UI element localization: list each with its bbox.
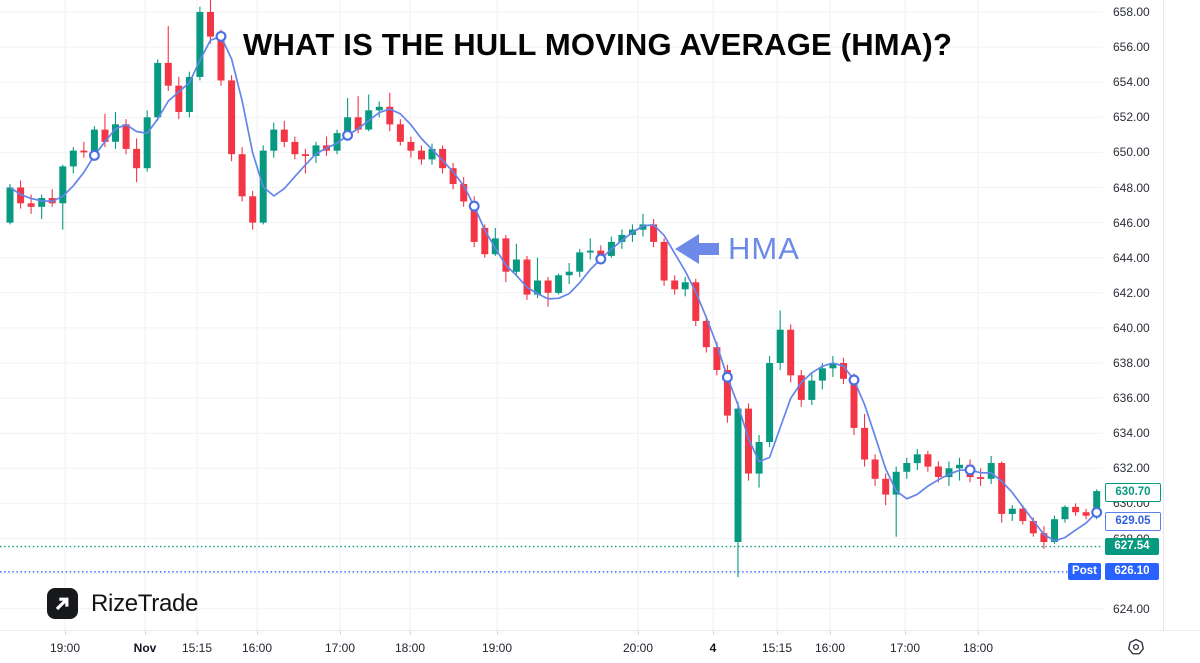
price-tick-label: 624.00 [1113,601,1150,616]
time-label: 18:00 [394,641,426,655]
left-arrow-icon [675,234,719,264]
price-label-627.54: 627.54 [1105,538,1159,556]
time-tick [978,631,979,635]
post-market-badge: Post [1068,563,1101,581]
price-label-629.05: 629.05 [1105,511,1161,531]
page-title: WHAT IS THE HULL MOVING AVERAGE (HMA)? [243,27,953,62]
time-tick [497,631,498,635]
price-tick-label: 636.00 [1113,391,1150,406]
time-label: 17:00 [889,641,921,655]
price-tick-label: 646.00 [1113,215,1150,230]
price-axis[interactable]: 658.00 656.00 654.00 652.00 650.00 648.00 646.… [1068,0,1200,630]
time-tick [410,631,411,635]
time-tick [777,631,778,635]
time-tick [638,631,639,635]
price-tick-label: 644.00 [1113,250,1150,265]
time-axis[interactable]: 19:00 Nov 15:15 16:00 17:00 18:00 19:00 20:00 4 1… [0,630,1200,663]
price-tick-label: 642.00 [1113,285,1150,300]
price-label-630.70: 630.70 [1105,482,1161,502]
time-label: Nov [133,641,157,655]
time-label: 16:00 [814,641,846,655]
hma-annotation-label: HMA [728,231,800,266]
brand-name: RizeTrade [91,589,199,617]
time-label: 15:15 [181,641,213,655]
time-label: 19:00 [49,641,81,655]
time-label: 15:15 [761,641,793,655]
price-tick-label: 658.00 [1113,5,1150,19]
time-label: 16:00 [241,641,273,655]
time-tick [65,631,66,635]
price-tick-label: 634.00 [1113,426,1150,441]
timezone-settings-icon[interactable] [1127,638,1145,661]
price-tick-label: 648.00 [1113,180,1150,195]
price-tick-label: 638.00 [1113,356,1150,370]
time-tick [340,631,341,635]
time-tick [713,631,714,635]
time-tick [830,631,831,635]
price-tick-label: 650.00 [1113,145,1150,160]
price-tick-label: 652.00 [1113,110,1150,125]
price-tick-label: 656.00 [1113,40,1150,55]
time-label: 19:00 [481,641,513,655]
time-tick [905,631,906,635]
price-axis-border [1163,0,1164,630]
time-tick [197,631,198,635]
price-tick-label: 632.00 [1113,461,1150,476]
time-tick [257,631,258,635]
brand-arrow-icon [47,588,78,619]
price-label-626.10: 626.10 [1105,563,1159,581]
brand-logo: RizeTrade [47,588,198,619]
hma-annotation: HMA [674,231,800,267]
price-tick-label: 640.00 [1113,320,1150,335]
time-tick [145,631,146,635]
time-label: 20:00 [622,641,654,655]
price-tick-label: 654.00 [1113,75,1150,90]
chart-canvas[interactable] [0,0,1105,630]
time-label: 4 [709,641,717,655]
time-label: 18:00 [962,641,994,655]
candlestick-chart[interactable] [0,0,1105,630]
time-label: 17:00 [324,641,356,655]
